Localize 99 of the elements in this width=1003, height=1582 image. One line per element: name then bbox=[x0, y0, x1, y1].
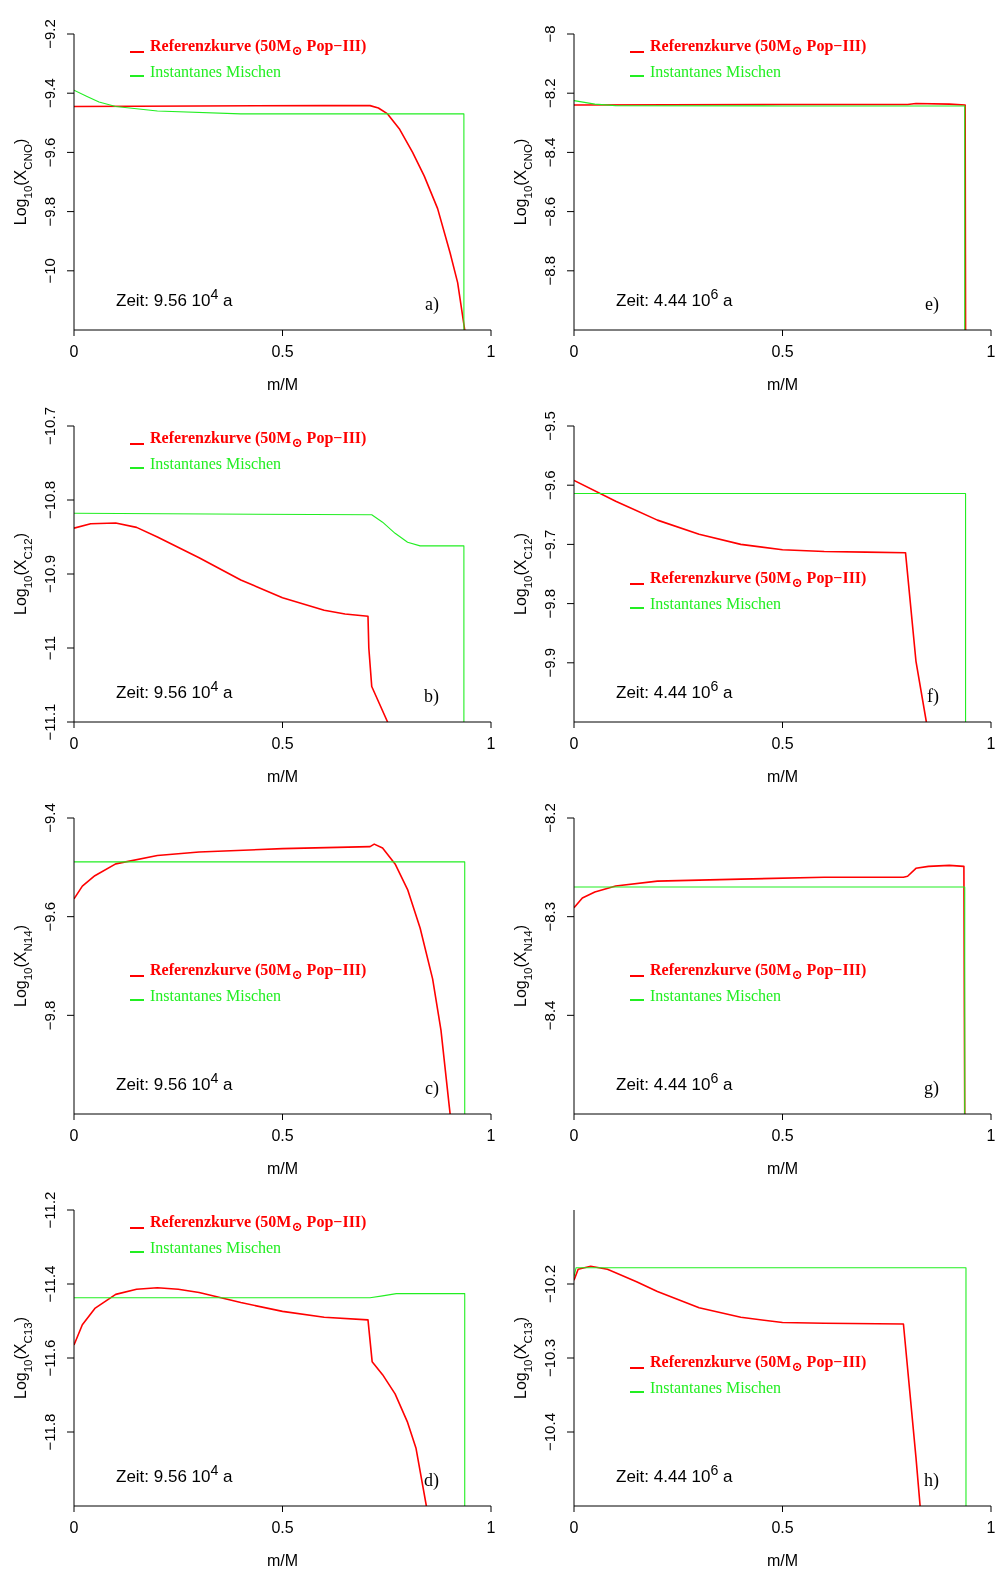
x-tick-label: 1 bbox=[486, 1127, 496, 1145]
x-tick-label: 0.5 bbox=[771, 1519, 794, 1537]
x-tick-label: 1 bbox=[486, 1519, 496, 1537]
annotation: Zeit: 9.56 10$^{4}$ a bbox=[116, 1462, 233, 1487]
legend-label: Referenzkurve (50M$_{⊙}$ Pop−III) bbox=[650, 960, 867, 984]
legend-label: Referenzkurve (50M$_{⊙}$ Pop−III) bbox=[650, 568, 867, 592]
y-tick-label: −9.9 bbox=[541, 647, 558, 678]
x-tick-label: 0 bbox=[569, 1127, 579, 1145]
y-tick-label: −11.6 bbox=[41, 1339, 58, 1377]
annotation: Zeit: 4.44 10$^{6}$ a bbox=[616, 678, 733, 703]
legend-label: Referenzkurve (50M$_{⊙}$ Pop−III) bbox=[150, 960, 367, 984]
y-tick-label: −8.3 bbox=[541, 901, 558, 932]
annotation: f) bbox=[927, 686, 939, 707]
y-tick-label: −8.2 bbox=[541, 803, 558, 833]
x-tick-label: 0 bbox=[69, 735, 79, 753]
x-tick-label: 0.5 bbox=[271, 735, 294, 753]
legend-label: Referenzkurve (50M$_{⊙}$ Pop−III) bbox=[150, 428, 367, 452]
y-tick-label: −8 bbox=[541, 25, 558, 43]
legend-label: Instantanes Mischen bbox=[650, 595, 782, 613]
y-tick-label: −11.1 bbox=[41, 703, 58, 741]
legend-label: Instantanes Mischen bbox=[150, 987, 282, 1005]
annotation: e) bbox=[925, 294, 939, 315]
y-tick-label: −9.6 bbox=[41, 901, 58, 932]
x-tick-label: 0.5 bbox=[771, 343, 794, 361]
x-tick-label: 1 bbox=[486, 735, 496, 753]
annotation: Zeit: 4.44 10$^{6}$ a bbox=[616, 286, 733, 311]
y-tick-label: −9.4 bbox=[41, 803, 58, 833]
y-tick-label: −9.8 bbox=[41, 196, 58, 227]
legend-label: Referenzkurve (50M$_{⊙}$ Pop−III) bbox=[150, 36, 367, 60]
x-tick-label: 0.5 bbox=[271, 1519, 294, 1537]
x-tick-label: 0 bbox=[569, 1519, 579, 1537]
annotation: Zeit: 9.56 10$^{4}$ a bbox=[116, 678, 233, 703]
annotation: a) bbox=[425, 294, 439, 315]
legend-label: Instantanes Mischen bbox=[150, 1239, 282, 1257]
annotation: c) bbox=[425, 1078, 439, 1099]
legend-label: Referenzkurve (50M$_{⊙}$ Pop−III) bbox=[150, 1212, 367, 1236]
x-tick-label: 0 bbox=[569, 735, 579, 753]
x-axis-title: m/M bbox=[266, 376, 299, 393]
y-tick-label: −8.8 bbox=[541, 255, 558, 286]
y-tick-label: −9.8 bbox=[41, 1000, 58, 1031]
x-tick-label: 1 bbox=[986, 1127, 996, 1145]
y-tick-label: −9.4 bbox=[41, 78, 58, 109]
y-tick-label: −10 bbox=[41, 258, 58, 284]
annotation: Zeit: 9.56 10$^{4}$ a bbox=[116, 1070, 233, 1095]
line-series bbox=[74, 512, 465, 722]
x-axis-title: m/M bbox=[266, 1160, 299, 1177]
x-tick-label: 0 bbox=[569, 343, 579, 361]
y-tick-label: −10.7 bbox=[41, 407, 58, 445]
legend-label: Instantanes Mischen bbox=[150, 63, 282, 81]
x-axis-title: m/M bbox=[766, 768, 799, 785]
annotation: d) bbox=[424, 1470, 439, 1491]
x-tick-label: 0 bbox=[69, 1519, 79, 1537]
y-tick-label: −10.3 bbox=[541, 1339, 558, 1377]
y-tick-label: −10.9 bbox=[41, 555, 58, 593]
y-tick-label: −8.6 bbox=[541, 196, 558, 227]
x-tick-label: 0.5 bbox=[771, 735, 794, 753]
legend-label: Instantanes Mischen bbox=[150, 455, 282, 473]
x-tick-label: 0 bbox=[69, 343, 79, 361]
y-tick-label: −10.8 bbox=[41, 481, 58, 519]
annotation: Zeit: 9.56 10$^{4}$ a bbox=[116, 286, 233, 311]
y-tick-label: −11.4 bbox=[41, 1265, 58, 1303]
annotation: h) bbox=[924, 1470, 939, 1491]
x-axis-title: m/M bbox=[766, 1552, 799, 1569]
legend-label: Instantanes Mischen bbox=[650, 63, 782, 81]
legend-label: Instantanes Mischen bbox=[650, 987, 782, 1005]
x-tick-label: 1 bbox=[986, 343, 996, 361]
annotation: g) bbox=[924, 1078, 939, 1099]
y-tick-label: −11 bbox=[41, 635, 58, 661]
x-tick-label: 0.5 bbox=[271, 1127, 294, 1145]
y-tick-label: −11.8 bbox=[41, 1413, 58, 1451]
y-tick-label: −9.6 bbox=[541, 470, 558, 501]
x-axis-title: m/M bbox=[266, 1552, 299, 1569]
y-tick-label: −9.7 bbox=[541, 529, 558, 560]
annotation: Zeit: 4.44 10$^{6}$ a bbox=[616, 1070, 733, 1095]
x-tick-label: 1 bbox=[986, 1519, 996, 1537]
y-tick-label: −8.4 bbox=[541, 137, 558, 168]
x-tick-label: 0.5 bbox=[771, 1127, 794, 1145]
legend-label: Referenzkurve (50M$_{⊙}$ Pop−III) bbox=[650, 1352, 867, 1376]
x-tick-label: 0.5 bbox=[271, 343, 294, 361]
x-tick-label: 1 bbox=[986, 735, 996, 753]
y-tick-label: −9.5 bbox=[541, 411, 558, 441]
legend-label: Referenzkurve (50M$_{⊙}$ Pop−III) bbox=[650, 36, 867, 60]
annotation: Zeit: 4.44 10$^{6}$ a bbox=[616, 1462, 733, 1487]
x-axis-title: m/M bbox=[266, 768, 299, 785]
y-tick-label: −9.2 bbox=[41, 19, 58, 49]
x-axis-title: m/M bbox=[766, 376, 799, 393]
x-axis-title: m/M bbox=[766, 1160, 799, 1177]
y-tick-label: −8.4 bbox=[541, 1000, 558, 1031]
y-tick-label: −10.4 bbox=[541, 1413, 558, 1451]
line-series bbox=[74, 522, 389, 722]
x-tick-label: 0 bbox=[69, 1127, 79, 1145]
x-tick-label: 1 bbox=[486, 343, 496, 361]
legend-label: Instantanes Mischen bbox=[650, 1379, 782, 1397]
y-tick-label: −9.6 bbox=[41, 137, 58, 168]
y-tick-label: −11.2 bbox=[41, 1191, 58, 1229]
annotation: b) bbox=[424, 686, 439, 707]
y-tick-label: −10.2 bbox=[541, 1265, 558, 1303]
y-tick-label: −8.2 bbox=[541, 78, 558, 109]
y-tick-label: −9.8 bbox=[541, 588, 558, 619]
